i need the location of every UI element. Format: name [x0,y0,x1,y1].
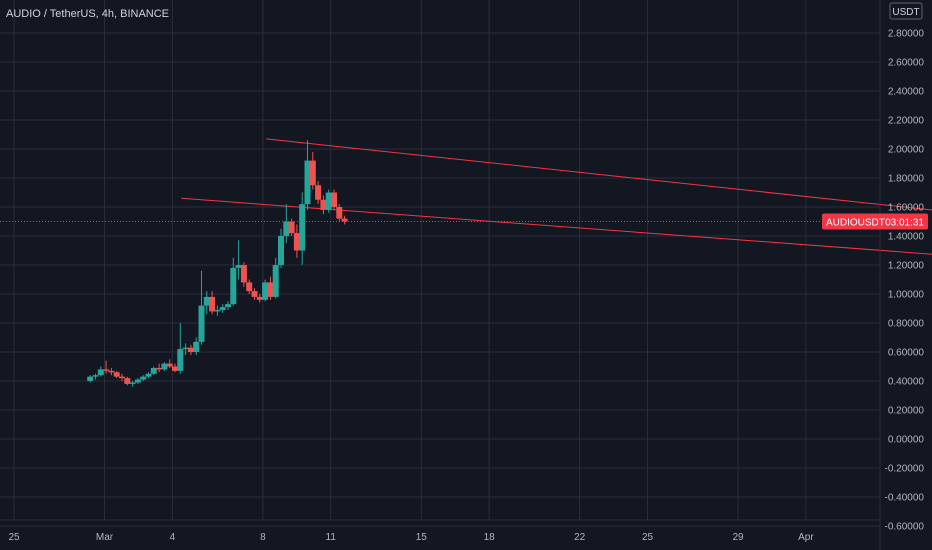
candle-body-up [325,192,332,210]
price-tag-background [822,213,928,230]
candle-body-down [156,367,163,370]
price-tag-symbol: AUDIOUSDT [826,218,885,229]
candle-body-up [235,265,242,268]
candle-body-down [108,370,115,373]
candle-body-up [134,379,141,383]
time-tick-label: 22 [574,532,586,543]
candle-body-down [267,282,274,297]
candle-body-up [193,341,200,352]
candle-body-down [309,160,316,186]
candle-body-up [140,376,147,380]
candle-body-up [225,304,231,308]
time-tick-label: Apr [798,532,814,543]
candle-body-up [177,349,184,371]
candle-body-down [246,282,253,292]
time-tick-label: 25 [642,532,654,543]
candle-body-up [299,204,306,251]
price-tick-label: 1.40000 [888,232,925,243]
price-tick-label: 2.40000 [888,87,925,98]
chart-title: AUDIO / TetherUS, 4h, BINANCE [6,8,169,20]
candle-body-up [198,305,205,342]
price-tick-label: 2.60000 [888,58,925,69]
price-tick-label: 1.60000 [888,203,925,214]
time-tick-label: Mar [96,532,114,543]
price-tag-countdown: 03:01:31 [885,218,924,229]
price-tick-label: 2.20000 [888,116,925,127]
candle-body-down [315,185,322,200]
price-tick-label: 1.80000 [888,174,925,185]
candle-body-up [182,347,189,350]
candle-body-up [230,267,237,305]
candle-body-down [288,221,295,234]
price-tick-label: -0.40000 [885,493,925,504]
candle-body-up [278,236,284,265]
candle-body-down [103,369,110,371]
candle-body-down [256,296,263,300]
candle-body-up [161,363,168,370]
price-tick-label: 1.20000 [888,261,925,272]
candles [87,140,348,387]
candle-body-down [240,265,247,283]
candle-body-down [320,199,327,210]
candle-body-up [92,375,99,377]
time-tick-label: 11 [326,532,337,543]
candle-body-up [145,373,152,377]
candle-body-up [214,309,221,312]
price-tick-label: -0.20000 [885,464,925,475]
time-tick-label: 18 [484,532,496,543]
price-tick-label: -0.60000 [885,522,925,533]
candle-body-down [341,218,348,222]
candle-body-up [304,160,311,205]
candle-body-up [262,282,269,300]
candle-body-up [203,296,210,306]
candle-body-up [219,307,226,310]
currency-label-box [889,2,923,20]
candle-body-up [129,382,136,384]
grid [0,0,880,527]
price-tick-label: 2.80000 [888,29,925,40]
price-tag: AUDIOUSDT 03:01:31 [822,213,928,230]
candle-body-up [150,367,157,374]
price-tick-label: 0.40000 [888,377,925,388]
candle-body-down [124,378,131,384]
currency-label: USDT [889,2,923,20]
candle-body-down [293,233,300,251]
price-tick-label: 2.00000 [888,145,925,156]
time-tick-label: 8 [260,532,266,543]
candle-body-down [172,366,178,371]
candle-body-down [119,376,125,379]
candle-body-down [336,207,343,219]
candle-body-up [97,369,104,376]
channel-upper-line[interactable] [266,138,932,222]
price-axis[interactable]: 2.80000 2.60000 2.40000 2.20000 2.00000 1.800… [885,29,925,533]
time-axis[interactable]: 25 Mar 4 8 11 15 18 22 25 29 Apr [8,532,814,543]
candle-body-down [113,372,120,377]
candle-body-down [166,363,173,367]
candle-body-down [331,192,337,207]
currency-label-text: USDT [892,7,919,18]
price-tick-label: 0.00000 [888,435,925,446]
candle-body-up [87,376,94,381]
time-tick-label: 29 [732,532,744,543]
price-tick-label: 0.20000 [888,406,925,417]
price-tick-label: 0.60000 [888,348,925,359]
candle-body-down [251,291,258,297]
time-tick-label: 15 [416,532,428,543]
candle-body-down [187,347,194,352]
price-tick-label: 1.00000 [888,290,925,301]
candle-body-up [272,265,279,297]
candle-body-down [209,296,216,312]
candle-body-up [283,221,290,236]
price-tick-label: 0.80000 [888,319,925,330]
time-tick-label: 4 [170,532,176,543]
time-tick-label: 25 [8,532,20,543]
